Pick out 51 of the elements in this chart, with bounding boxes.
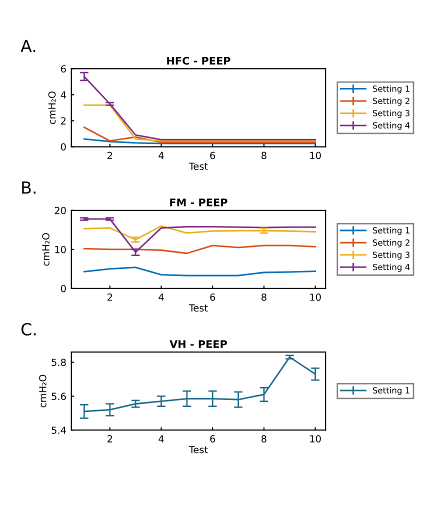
legend-label: Setting 1 xyxy=(372,85,410,94)
line-series xyxy=(83,126,316,143)
text: A. xyxy=(20,40,36,52)
x-tick-label: 10 xyxy=(310,152,321,160)
x-tick-label: 8 xyxy=(262,435,266,442)
x-tick-label: 2 xyxy=(108,293,112,301)
y-tick-label: 6 xyxy=(60,65,66,73)
legend-label: Setting 2 xyxy=(372,98,410,106)
chart-title: VH - PEEP xyxy=(170,340,227,348)
legend-label: Setting 1 xyxy=(372,227,410,236)
y-axis-title: cmH₂O xyxy=(39,374,46,408)
line-series xyxy=(83,244,316,254)
y-tick-label: 0 xyxy=(60,143,66,151)
legend-label: Setting 4 xyxy=(372,264,410,272)
x-tick-label: 4 xyxy=(158,435,164,442)
y-axis-title: cmH₂O xyxy=(48,91,56,124)
x-axis-title: Test xyxy=(188,446,208,454)
line-series xyxy=(83,266,316,276)
legend-label: Setting 1 xyxy=(372,387,410,396)
x-tick-label: 8 xyxy=(262,293,266,301)
line-series xyxy=(83,225,316,240)
legend-label: Setting 4 xyxy=(372,122,410,130)
legend-label: Setting 3 xyxy=(372,251,410,260)
x-tick-label: 6 xyxy=(210,152,216,160)
text: C. xyxy=(21,322,36,336)
x-axis-title: Test xyxy=(188,162,208,170)
x-tick-label: 2 xyxy=(108,435,112,442)
y-tick-label: 10 xyxy=(55,246,66,254)
x-tick-label: 10 xyxy=(310,293,321,301)
y-tick-label: 5.8 xyxy=(52,358,66,366)
x-tick-label: 2 xyxy=(108,152,112,160)
x-tick-label: 6 xyxy=(210,435,216,442)
y-axis-title: cmH₂O xyxy=(42,233,50,266)
x-tick-label: 4 xyxy=(158,294,164,301)
y-tick-label: 5.6 xyxy=(52,392,66,400)
legend-label: Setting 3 xyxy=(372,110,410,118)
x-tick-label: 6 xyxy=(210,293,216,301)
text: B. xyxy=(22,182,36,194)
x-tick-label: 8 xyxy=(262,152,266,160)
chart-title: FM - PEEP xyxy=(170,198,228,206)
chart-title: HFC - PEEP xyxy=(167,56,230,65)
y-tick-label: 0 xyxy=(60,284,66,292)
legend-label: Setting 2 xyxy=(372,239,410,248)
y-tick-label: 5.4 xyxy=(52,426,66,434)
y-tick-label: 20 xyxy=(54,206,66,214)
x-axis-title: Test xyxy=(188,304,208,312)
line-series xyxy=(83,76,316,140)
y-tick-label: 4 xyxy=(60,91,66,98)
y-tick-label: 2 xyxy=(61,117,66,124)
x-tick-label: 4 xyxy=(158,152,164,160)
x-tick-label: 10 xyxy=(310,435,321,442)
